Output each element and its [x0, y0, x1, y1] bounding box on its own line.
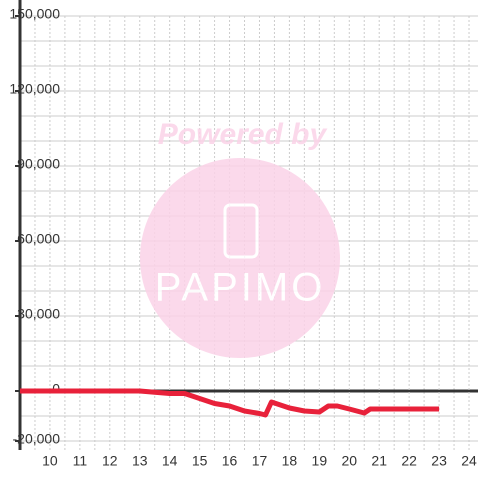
x-tick-label: 20 — [341, 453, 357, 469]
y-tick-label: -20,000 — [13, 431, 61, 447]
watermark-logo: PAPIMO — [155, 266, 326, 310]
x-tick-label: 11 — [73, 453, 88, 469]
watermark: Powered by PAPIMO — [140, 118, 340, 358]
watermark-icon — [223, 203, 259, 259]
y-tick-label: 60,000 — [17, 231, 60, 247]
x-tick-label: 24 — [461, 453, 477, 469]
x-tick-label: 18 — [282, 453, 298, 469]
x-tick-label: 23 — [431, 453, 447, 469]
x-tick-label: 13 — [132, 453, 148, 469]
x-tick-label: 16 — [222, 453, 238, 469]
y-tick-label: 30,000 — [17, 306, 60, 322]
x-tick-label: 22 — [401, 453, 417, 469]
y-tick-label: 120,000 — [9, 81, 60, 97]
x-tick-label: 17 — [252, 453, 268, 469]
watermark-text: Powered by — [158, 118, 328, 151]
x-tick-label: 21 — [371, 453, 387, 469]
x-tick-label: 10 — [42, 453, 58, 469]
x-tick-label: 19 — [312, 453, 328, 469]
line-series — [20, 388, 440, 418]
plot: -20,000030,00060,00090,000120,000150,000… — [9, 0, 477, 469]
x-tick-label: 15 — [192, 453, 208, 469]
x-tick-label: 14 — [162, 453, 178, 469]
y-tick-label: 90,000 — [17, 156, 60, 172]
y-tick-label: 150,000 — [9, 6, 60, 22]
x-tick-label: 12 — [102, 453, 118, 469]
